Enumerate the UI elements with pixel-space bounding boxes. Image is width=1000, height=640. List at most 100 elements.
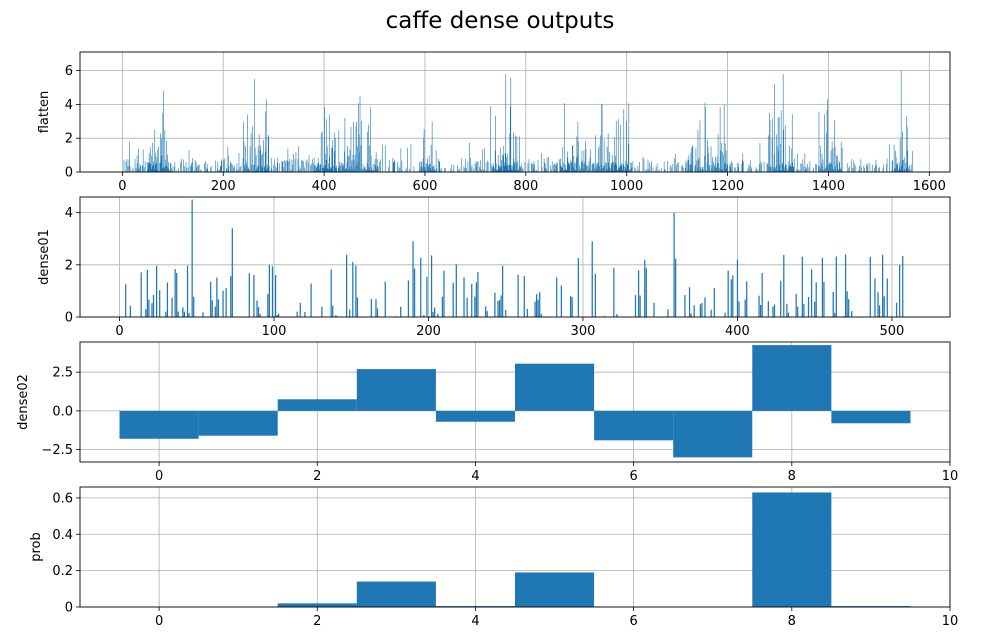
bar-flatten [776, 134, 777, 172]
bar-flatten [852, 168, 854, 172]
bar-flatten [426, 163, 428, 172]
bar-dense02 [198, 410, 278, 436]
bar-flatten [348, 170, 349, 172]
bar-flatten [479, 168, 481, 172]
bar-flatten [900, 169, 901, 172]
bar-flatten [892, 160, 893, 172]
bar-flatten [214, 160, 216, 172]
bar-flatten [178, 168, 179, 172]
bar-flatten [622, 165, 624, 172]
bar-flatten [221, 159, 223, 172]
bar-flatten [361, 168, 363, 172]
bar-flatten [291, 159, 293, 172]
bar-flatten [461, 158, 462, 172]
bar-flatten [889, 144, 890, 172]
bar-flatten [393, 162, 395, 172]
bar-flatten [872, 164, 873, 172]
bar-flatten [597, 162, 599, 172]
bar-flatten [191, 163, 192, 172]
bar-flatten [579, 165, 580, 172]
bar-flatten [592, 164, 593, 172]
bar-flatten [755, 170, 756, 172]
bar-flatten [565, 168, 567, 172]
bar-flatten [695, 148, 697, 172]
bar-flatten [431, 170, 432, 172]
bar-flatten [150, 164, 152, 172]
bar-flatten [218, 170, 220, 172]
bar-flatten [164, 168, 165, 172]
bar-flatten [687, 159, 689, 172]
bar-dense01 [384, 281, 386, 317]
bar-flatten [339, 161, 341, 172]
bar-flatten [242, 158, 244, 172]
bar-flatten [370, 107, 371, 172]
bar-flatten [360, 169, 361, 172]
bar-flatten [342, 165, 343, 172]
bar-flatten [429, 164, 430, 172]
bar-flatten [748, 164, 750, 172]
bar-dense01 [902, 255, 904, 317]
bar-flatten [785, 164, 786, 172]
bar-flatten [793, 166, 795, 172]
bar-flatten [655, 167, 657, 172]
bar-dense01 [332, 305, 334, 317]
bar-flatten [186, 167, 187, 172]
bar-flatten [769, 120, 771, 172]
bar-flatten [200, 170, 202, 172]
bar-flatten [905, 162, 907, 172]
bar-dense01 [268, 265, 271, 317]
bar-flatten [347, 145, 348, 172]
bar-flatten [838, 169, 839, 172]
bar-flatten [330, 168, 332, 172]
bar-flatten [681, 165, 683, 172]
bar-flatten [630, 169, 631, 172]
bar-dense01 [455, 264, 457, 317]
bar-flatten [591, 164, 593, 172]
bar-dense01 [844, 254, 847, 317]
bar-flatten [781, 162, 783, 172]
bar-flatten [304, 170, 306, 172]
bar-flatten [435, 150, 437, 172]
bar-flatten [168, 168, 170, 172]
bar-flatten [712, 156, 713, 172]
bar-dense01 [675, 258, 677, 317]
bar-flatten [427, 158, 428, 172]
bar-dense01 [321, 306, 323, 317]
subplot-flatten: 0 200 400 600 800 1000 1200 1400 1600 0 2 4 6 flatten [37, 51, 951, 194]
bar-flatten [190, 166, 191, 172]
bar-flatten [132, 167, 134, 172]
bar-flatten [751, 169, 753, 172]
bar-dense01 [693, 305, 695, 317]
bar-flatten [535, 169, 537, 172]
bar-flatten [459, 168, 461, 172]
bar-flatten [782, 164, 783, 172]
bar-flatten [825, 168, 826, 172]
bar-flatten [695, 164, 696, 172]
bar-flatten [363, 169, 364, 172]
bar-dense01 [835, 256, 837, 317]
bar-flatten [317, 157, 319, 172]
bar-flatten [425, 163, 427, 172]
bar-dense01 [613, 267, 615, 317]
bar-flatten [477, 160, 479, 172]
bar-dense01 [355, 265, 357, 317]
x-tick-label: 0 [155, 614, 163, 629]
bar-flatten [419, 166, 421, 172]
bar-flatten [553, 164, 554, 172]
bar-flatten [362, 164, 364, 172]
bar-dense01 [375, 299, 377, 317]
bar-flatten [591, 170, 592, 172]
bar-flatten [434, 169, 435, 172]
bar-flatten [174, 166, 175, 172]
bar-dense01 [814, 301, 816, 317]
bar-flatten [464, 168, 466, 172]
bar-flatten [253, 164, 255, 172]
bar-flatten [181, 158, 182, 172]
bar-dense01 [807, 296, 810, 317]
bar-flatten [433, 165, 435, 172]
bar-flatten [380, 159, 381, 172]
bar-flatten [422, 167, 423, 172]
bar-flatten [614, 155, 616, 172]
bar-flatten [492, 166, 494, 172]
bar-flatten [475, 161, 477, 172]
